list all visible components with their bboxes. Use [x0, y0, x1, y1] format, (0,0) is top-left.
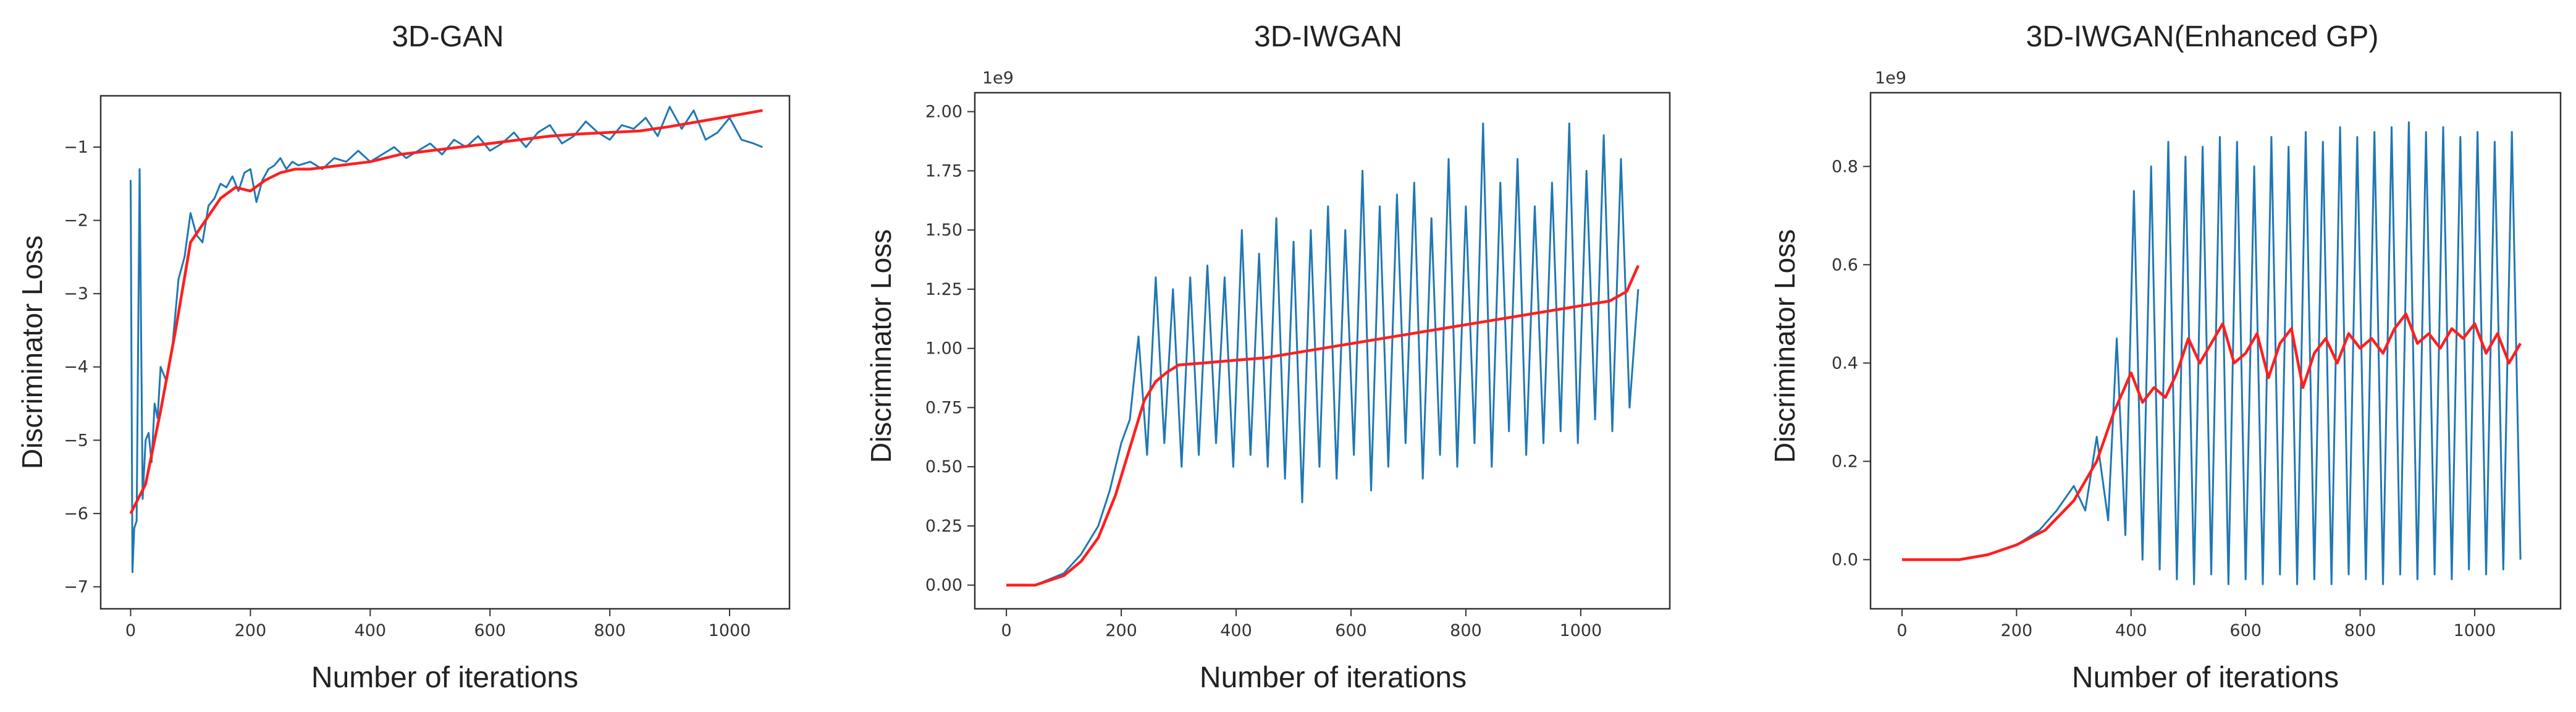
y-tick-label: 0.8: [1832, 157, 1858, 176]
x-tick-label: 1000: [1560, 621, 1602, 640]
panel-3d-iwgan-enhanced-gp: 3D-IWGAN(Enhanced GP) 1e9 0 200 400 600 800 1…: [1769, 20, 2562, 694]
series-line-smoothed: [129, 109, 763, 514]
y-tick-label: −4: [64, 358, 88, 377]
x-tick-label: 400: [2115, 621, 2147, 640]
x-tick-label: 1000: [2454, 621, 2496, 640]
x-tick-label: 800: [2344, 621, 2376, 640]
y-tick-label: 1.25: [925, 280, 962, 299]
y-tick-label: 0.75: [925, 398, 962, 417]
series-line-raw: [130, 106, 763, 574]
series-line-smoothed: [1006, 265, 1639, 587]
panel-1-ylabel: Discriminator Loss: [16, 235, 48, 469]
panel-2-ticks: 0 200 400 600 800 1000 0.00 0.25 0.50 0.75 1.00 1.2…: [925, 103, 1602, 640]
x-tick-label: 200: [2001, 621, 2033, 640]
y-tick-label: 1.00: [925, 339, 962, 358]
x-tick-label: 0: [1001, 621, 1012, 640]
panel-1-plot-area: [99, 95, 791, 610]
y-tick-label: 0.25: [925, 517, 962, 536]
panel-3-xlabel: Number of iterations: [2072, 661, 2339, 694]
panel-1-ticks: 0 200 400 600 800 1000 −7 −6 −5 −4 −3 −2 −1: [64, 138, 751, 640]
panel-3-lines: [1902, 121, 2522, 585]
series-line-raw: [1006, 122, 1639, 587]
x-tick-label: 400: [1220, 621, 1252, 640]
panel-2-offset-text: 1e9: [982, 69, 1014, 88]
y-tick-label: 0.00: [925, 576, 962, 595]
y-tick-label: 0.6: [1832, 255, 1858, 274]
panel-2-lines: [1006, 122, 1639, 587]
panel-2-title: 3D-IWGAN: [1254, 20, 1402, 53]
y-tick-label: −5: [64, 431, 88, 450]
y-tick-label: 2.00: [925, 103, 962, 122]
series-line-smoothed: [1902, 312, 2522, 561]
panel-3-plot-area: [1869, 91, 2562, 610]
y-tick-label: −1: [64, 138, 88, 157]
x-tick-label: 600: [2229, 621, 2262, 640]
y-tick-label: 0.4: [1832, 354, 1858, 373]
x-tick-label: 200: [235, 621, 267, 640]
x-tick-label: 200: [1105, 621, 1137, 640]
y-tick-label: 0.50: [925, 457, 962, 477]
x-tick-label: 600: [474, 621, 506, 640]
y-tick-label: 0.2: [1832, 452, 1858, 471]
x-tick-label: 0: [125, 621, 136, 640]
y-tick-label: 1.50: [925, 221, 962, 240]
series-line-raw: [1902, 121, 2522, 585]
panel-1-xlabel: Number of iterations: [311, 661, 578, 694]
x-tick-label: 1000: [709, 621, 751, 640]
x-tick-label: 800: [594, 621, 626, 640]
panel-1-title: 3D-GAN: [392, 20, 503, 53]
panel-3d-iwgan: 3D-IWGAN 1e9 0 200 400 600 800 1000 0.00 0.25 0.…: [865, 20, 1671, 694]
y-tick-label: −7: [64, 577, 88, 596]
panel-3-ylabel: Discriminator Loss: [1769, 229, 1801, 463]
panel-3d-gan: 3D-GAN 0 200 400 600 800 1000 −7 −6 −5 −4 −3 −2 −1 N…: [16, 20, 791, 694]
panel-3-title: 3D-IWGAN(Enhanced GP): [2026, 20, 2379, 53]
y-tick-label: 0.0: [1832, 550, 1858, 569]
panel-2-plot-area: [974, 91, 1671, 610]
x-tick-label: 600: [1335, 621, 1367, 640]
panel-2-xlabel: Number of iterations: [1200, 661, 1467, 694]
y-tick-label: −6: [64, 504, 88, 523]
y-tick-label: −2: [64, 211, 88, 231]
y-tick-label: 1.75: [925, 161, 962, 180]
x-tick-label: 0: [1896, 621, 1907, 640]
panel-2-ylabel: Discriminator Loss: [865, 229, 897, 463]
panel-1-lines: [129, 106, 763, 574]
y-tick-label: −3: [64, 284, 88, 303]
x-tick-label: 400: [355, 621, 387, 640]
x-tick-label: 800: [1450, 621, 1482, 640]
panel-3-offset-text: 1e9: [1875, 69, 1906, 88]
panel-3-ticks: 0 200 400 600 800 1000 0.0 0.2 0.4 0.6 0.8: [1832, 157, 2496, 640]
